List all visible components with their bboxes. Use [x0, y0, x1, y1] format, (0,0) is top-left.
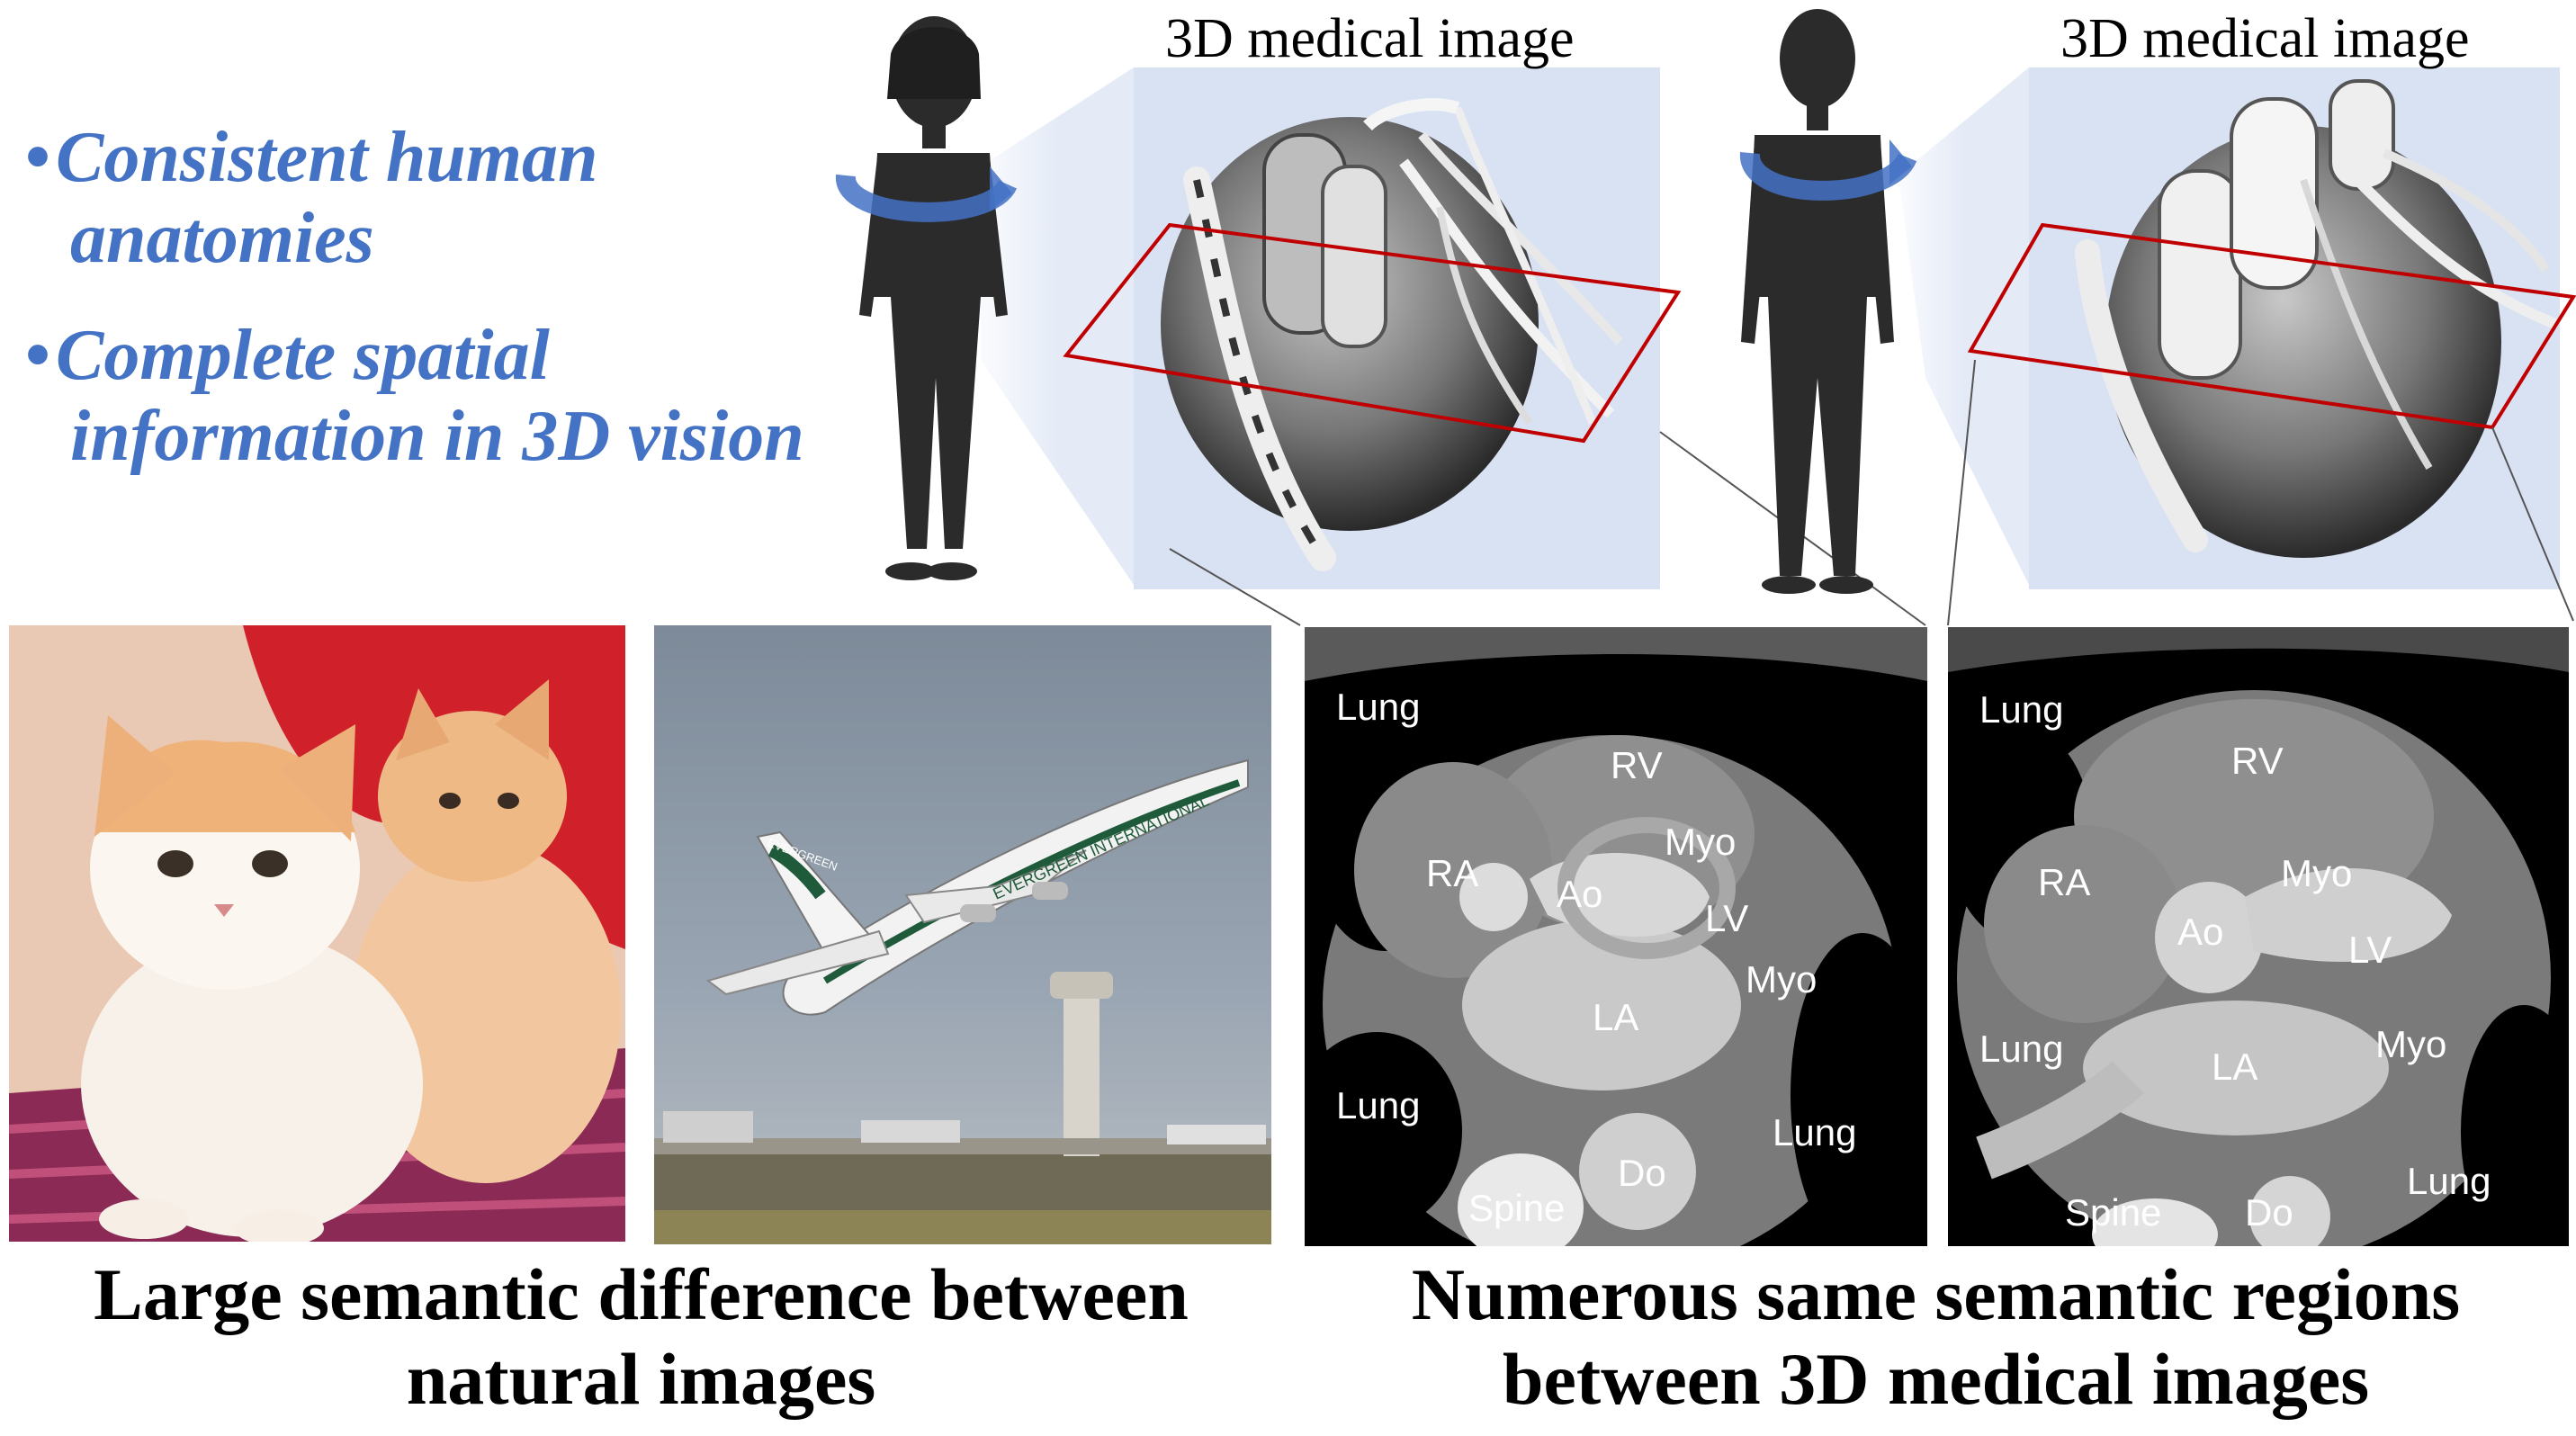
label-lung: Lung — [1979, 1028, 2064, 1070]
label-myo: Myo — [2281, 852, 2353, 894]
label-lv: LV — [1705, 897, 1749, 939]
label-lung: Lung — [1979, 688, 2064, 731]
volume-title-1: 3D medical image — [1165, 8, 1575, 69]
label-myo: Myo — [2375, 1023, 2447, 1065]
label-ao: Ao — [1557, 873, 1603, 915]
label-la: LA — [1593, 996, 1639, 1038]
caption-natural-images: Large semantic difference between natura… — [0, 1252, 1282, 1422]
label-lung: Lung — [2407, 1160, 2491, 1202]
rotation-ring-2 — [1740, 139, 1917, 201]
slice-plane — [1967, 222, 2576, 430]
bullet-line2: information in 3D vision — [70, 397, 804, 476]
bullet-consistent-anatomy: •Consistent human anatomies — [25, 117, 889, 279]
label-lv: LV — [2348, 929, 2392, 971]
leader-line — [2491, 426, 2574, 622]
female-figure — [859, 16, 1008, 580]
label-lung: Lung — [1336, 686, 1421, 728]
male-figure — [1741, 9, 1894, 594]
caption-line1: Numerous same semantic regions — [1411, 1253, 2461, 1335]
label-do: Do — [1618, 1152, 1666, 1194]
ct-slice-2: Lung RV RA Myo Ao LV Lung LA Myo Lung Sp… — [1948, 627, 2569, 1246]
caption-line2: between 3D medical images — [1502, 1338, 2370, 1420]
label-ra: RA — [2038, 861, 2091, 903]
caption-line1: Large semantic difference between — [94, 1253, 1189, 1335]
label-spine: Spine — [1468, 1187, 1566, 1229]
label-ra: RA — [1426, 852, 1479, 894]
bullet-dot: • — [25, 316, 51, 395]
label-spine: Spine — [2065, 1191, 2162, 1234]
kittens-photo — [9, 625, 625, 1242]
volume-2 — [1898, 67, 2576, 626]
caption-medical-images: Numerous same semantic regions between 3… — [1296, 1252, 2576, 1422]
volume-1 — [981, 67, 1926, 626]
volume-title-2: 3D medical image — [2060, 8, 2470, 69]
label-rv: RV — [1611, 744, 1663, 786]
projection-wedge — [1898, 67, 2029, 585]
label-la: LA — [2212, 1046, 2258, 1088]
bullet-line2: anatomies — [70, 199, 374, 278]
bullet-list: •Consistent human anatomies •Complete sp… — [25, 117, 889, 513]
label-ao: Ao — [2177, 911, 2224, 953]
bullet-dot: • — [25, 118, 51, 197]
label-rv: RV — [2231, 740, 2284, 782]
bullet-line1: Consistent human — [56, 118, 598, 197]
slice-plane — [1063, 222, 1682, 444]
leader-line — [1947, 359, 1976, 626]
bullet-spatial-info: •Complete spatial information in 3D visi… — [25, 315, 889, 477]
label-myo: Myo — [1746, 958, 1818, 1001]
label-myo: Myo — [1665, 821, 1737, 863]
kitten-front — [81, 715, 423, 1242]
label-lung: Lung — [1773, 1111, 1857, 1153]
caption-line2: natural images — [406, 1338, 876, 1420]
label-do: Do — [2245, 1191, 2293, 1234]
label-lung: Lung — [1336, 1084, 1421, 1126]
anatomy-illustration — [836, 9, 2576, 626]
heart-render — [2075, 79, 2558, 558]
projection-wedge — [981, 67, 1134, 585]
bullet-line1: Complete spatial — [56, 316, 550, 395]
leader-line — [1169, 548, 1301, 626]
ct-slice-1: Lung RV RA Myo Ao LV LA Myo Lung Lung Do… — [1305, 627, 1927, 1246]
airplane-photo: EVERGREEN INTERNATIONAL EVERGREEN — [654, 625, 1271, 1244]
heart-render — [1161, 98, 1623, 571]
rotation-ring-1 — [836, 166, 1018, 222]
